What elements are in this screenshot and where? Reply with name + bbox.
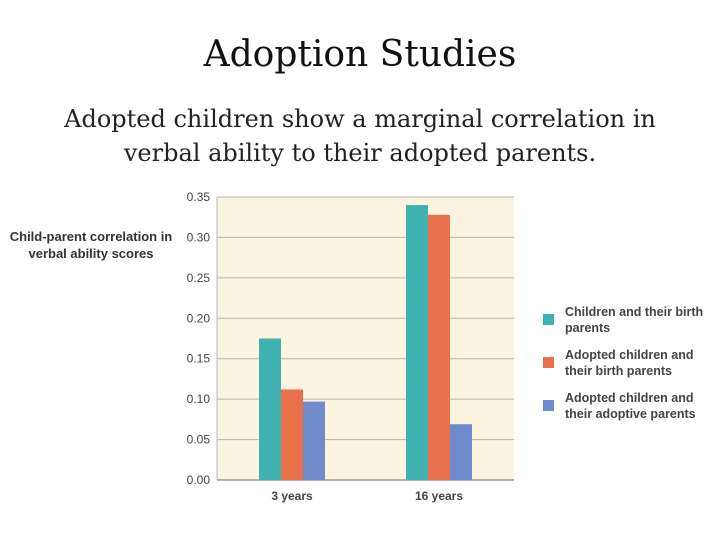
y-tick-label: 0.25 — [187, 271, 211, 285]
legend-swatch — [543, 357, 554, 368]
y-axis-label: Child-parent correlation in verbal abili… — [9, 229, 173, 261]
slide-subtitle: Adopted children show a marginal correla… — [64, 105, 656, 167]
bar — [281, 389, 303, 480]
legend-item: Adopted children and their birth parents — [543, 347, 715, 379]
bar — [259, 338, 281, 480]
y-tick-label: 0.10 — [187, 392, 211, 406]
y-tick-label: 0.30 — [187, 230, 211, 244]
y-tick-label: 0.35 — [187, 190, 211, 204]
legend-swatch — [543, 314, 554, 325]
legend-label: Children and their birth parents — [565, 305, 704, 335]
bar — [303, 401, 325, 480]
legend-label: Adopted children and their adoptive pare… — [565, 391, 696, 421]
legend-item: Children and their birth parents — [543, 304, 715, 336]
bar — [406, 205, 428, 481]
y-tick-label: 0.00 — [187, 473, 211, 487]
legend-item: Adopted children and their adoptive pare… — [543, 390, 715, 422]
chart-legend: Children and their birth parents Adopted … — [543, 304, 715, 433]
x-tick-label: 16 years — [415, 489, 463, 503]
bar — [450, 424, 472, 480]
y-tick-label: 0.05 — [187, 433, 211, 447]
legend-label: Adopted children and their birth parents — [565, 348, 694, 378]
legend-swatch — [543, 400, 554, 411]
bar — [428, 214, 450, 480]
y-tick-label: 0.15 — [187, 352, 211, 366]
slide-title: Adoption Studies — [203, 34, 517, 75]
x-tick-label: 3 years — [271, 489, 313, 503]
y-tick-label: 0.20 — [187, 311, 211, 325]
